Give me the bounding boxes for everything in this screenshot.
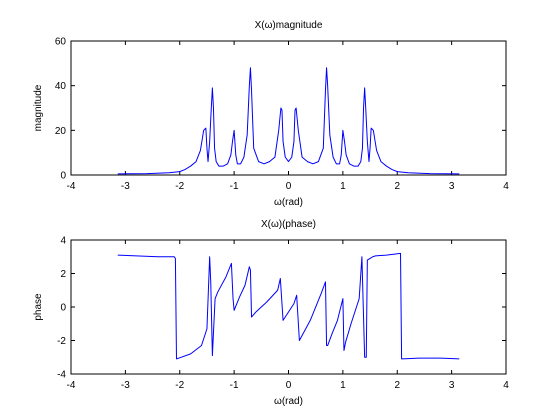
- y-tick-label: 0: [60, 171, 66, 182]
- phase-plot: X(ω)(phase) -4 -3 -2 -1 0 1 2 3 4 -4 -2 0 2 4 ω(rad) pha…: [33, 219, 509, 407]
- y-tick-label: 20: [55, 126, 67, 137]
- y-tick-label: -2: [57, 336, 66, 347]
- x-tick-label: -3: [121, 181, 130, 192]
- x-tick-label: -3: [121, 380, 130, 391]
- x-tick-label: 2: [394, 181, 400, 192]
- y-tick-label: 4: [60, 236, 66, 247]
- x-tick-label: -1: [230, 181, 239, 192]
- x-tick-label: -4: [67, 181, 76, 192]
- y-axis-label: magnitude: [33, 84, 44, 131]
- y-tick-label: 2: [60, 269, 66, 280]
- x-tick-label: 0: [286, 380, 292, 391]
- series-line: [117, 252, 460, 360]
- x-tick-label: -2: [175, 380, 184, 391]
- x-tick-label: 1: [340, 380, 346, 391]
- chart-title: X(ω)magnitude: [255, 20, 323, 31]
- y-tick-label: -4: [57, 370, 66, 381]
- x-tick-label: -2: [175, 181, 184, 192]
- x-tick-label: 3: [449, 181, 455, 192]
- x-tick-label: -4: [67, 380, 76, 391]
- y-tick-label: 0: [60, 303, 66, 314]
- x-tick-label: 3: [449, 380, 455, 391]
- x-tick-label: 4: [503, 380, 509, 391]
- x-tick-label: 0: [286, 181, 292, 192]
- x-tick-label: 1: [340, 181, 346, 192]
- plot-area: [70, 239, 507, 375]
- y-tick-label: 60: [55, 37, 67, 48]
- magnitude-plot: X(ω)magnitude-4 -3 -2 -1 0 1 2 3 40204060ω(rad)m…: [33, 20, 509, 208]
- series-line: [117, 67, 460, 175]
- x-tick-label: 4: [503, 181, 509, 192]
- y-axis-label: phase: [33, 293, 44, 321]
- chart-title: X(ω)(phase): [261, 219, 316, 230]
- x-axis-label: ω(rad): [274, 396, 303, 407]
- x-tick-label: 2: [394, 380, 400, 391]
- y-tick-label: 40: [55, 81, 67, 92]
- plot-area: [70, 40, 507, 176]
- x-tick-label: -1: [230, 380, 239, 391]
- x-axis-label: ω(rad): [274, 197, 303, 208]
